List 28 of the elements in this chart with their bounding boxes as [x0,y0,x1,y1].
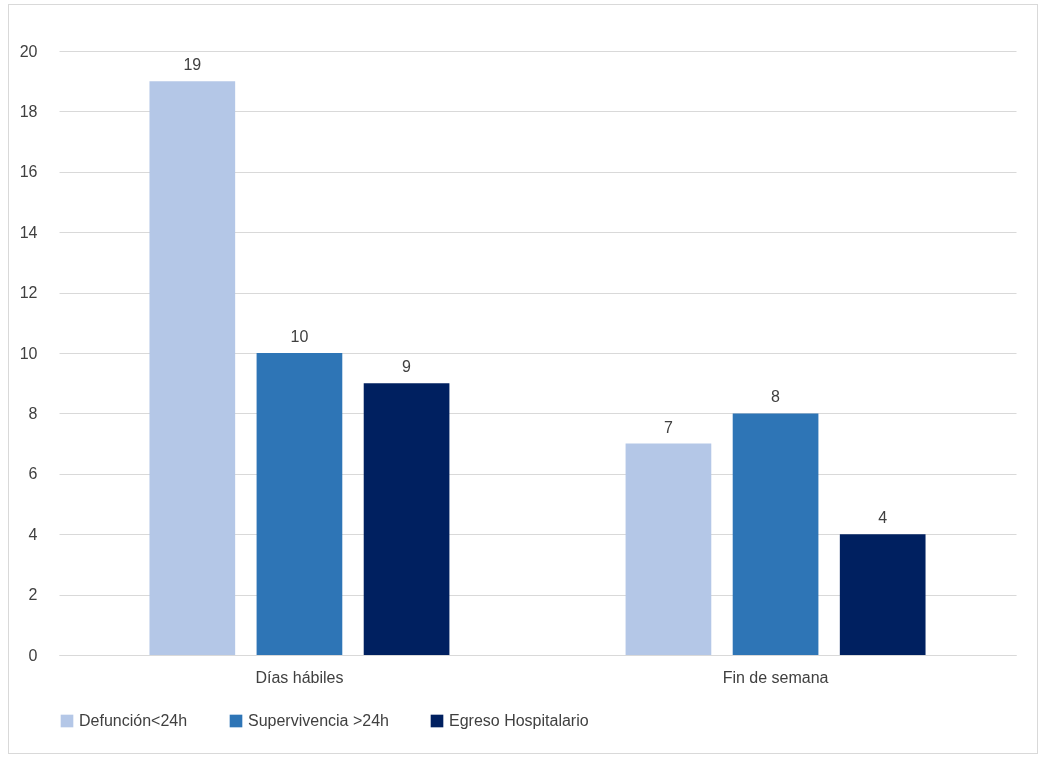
data-label: 7 [663,418,673,436]
bar [839,534,926,655]
y-tick-label: 16 [19,163,38,181]
legend-label: Egreso Hospitalario [449,712,589,729]
y-tick-label: 8 [28,404,38,422]
y-tick-label: 4 [28,525,38,543]
bar [149,81,236,655]
bar [625,443,712,655]
y-tick-label: 2 [28,586,38,604]
legend-label: Supervivencia >24h [248,712,389,729]
y-tick-label: 14 [19,223,38,241]
data-label: 10 [290,328,309,345]
data-label: 8 [771,388,781,406]
y-tick-label: 10 [19,344,38,362]
bar [256,353,343,655]
legend-label: Defunción<24h [79,712,188,729]
x-tick-label: Días hábiles [255,668,344,686]
bar [363,383,450,655]
data-label: 9 [402,358,412,376]
x-tick-label: Fin de semana [722,668,829,686]
y-tick-label: 18 [19,102,38,120]
y-tick-label: 6 [28,465,38,483]
data-label: 19 [183,56,202,74]
data-label: 4 [878,509,888,527]
bar [732,413,819,655]
y-tick-label: 12 [19,284,38,302]
y-tick-label: 0 [28,646,38,664]
y-tick-label: 20 [19,42,38,60]
